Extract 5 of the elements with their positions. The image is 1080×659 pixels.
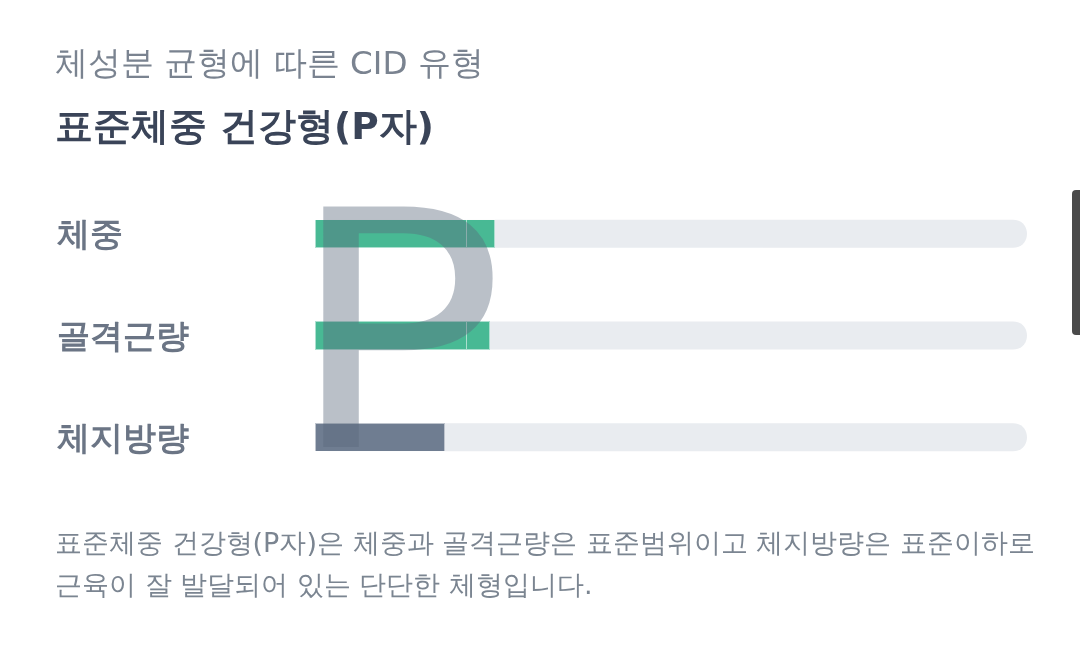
y-tick-label: 체중 xyxy=(57,214,123,253)
y-tick-label: 체지방량 xyxy=(57,418,189,457)
chart-subtitle: 체성분 균형에 따른 CID 유형 xyxy=(55,44,484,84)
text: 표준체중 건강형(P자)은 체중과 골격근량은 표준범위이고 체지방량은 표준이하로 근육이 잘 발달되어 있는 단단한 체형입니다. xyxy=(55,527,1035,600)
y-tick-label: 골격근량 xyxy=(57,316,189,355)
